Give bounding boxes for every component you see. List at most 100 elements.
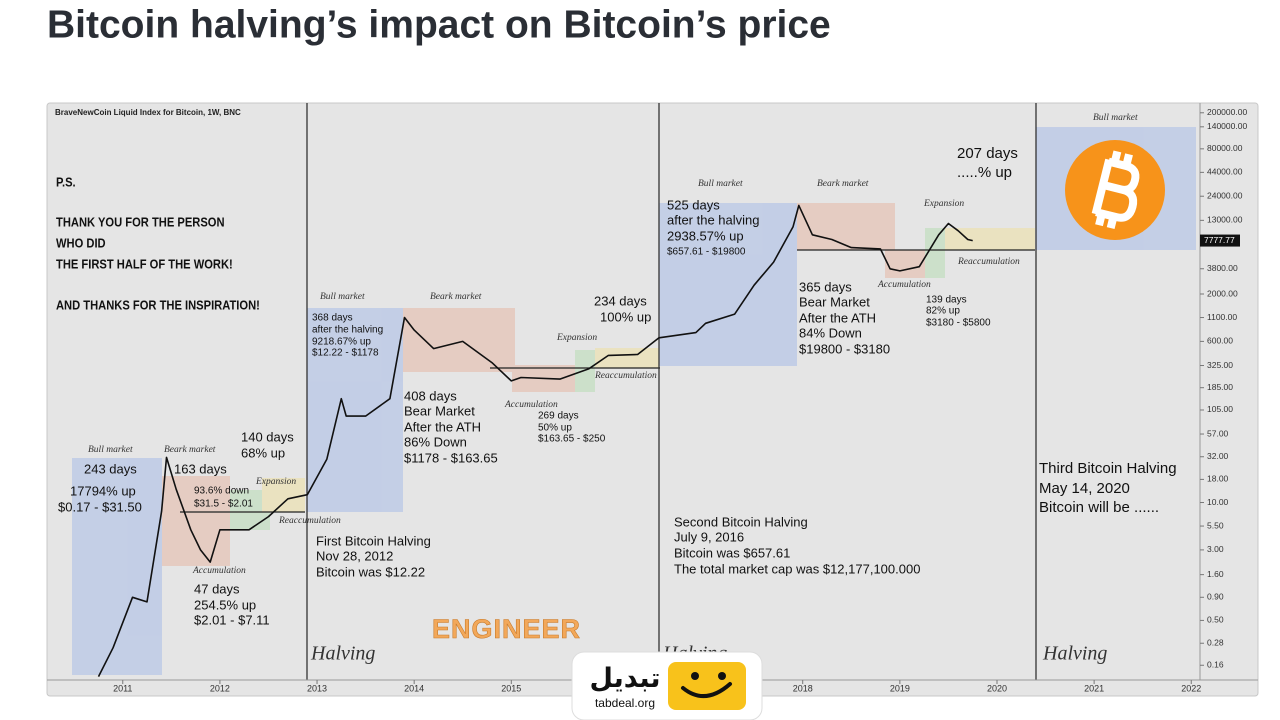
annotation: 140 days <box>241 429 294 444</box>
y-tick-label: 80000.00 <box>1207 143 1243 153</box>
y-tick-label: 0.90 <box>1207 592 1224 602</box>
annotation: Bull market <box>320 292 365 302</box>
annotation: 84% Down <box>799 325 862 340</box>
x-tick-label: 2021 <box>1084 683 1104 693</box>
y-tick-label: 0.50 <box>1207 615 1224 625</box>
y-tick-label: 200000.00 <box>1207 107 1247 117</box>
annotation: $0.17 - $31.50 <box>58 499 142 514</box>
annotation: after the halving <box>667 212 760 227</box>
annotation: Bitcoin will be ...... <box>1039 499 1159 516</box>
x-tick-label: 2014 <box>404 683 424 693</box>
y-tick-label: 10.00 <box>1207 497 1229 507</box>
annotation: Third Bitcoin Halving <box>1039 460 1177 477</box>
annotation: Reaccumulation <box>594 371 657 381</box>
y-tick-label: 1.60 <box>1207 569 1224 579</box>
annotation: 86% Down <box>404 434 467 449</box>
note-line: THE FIRST HALF OF THE WORK! <box>56 257 233 272</box>
y-tick-label: 3.00 <box>1207 544 1224 554</box>
price-tag-bg <box>1200 234 1240 247</box>
annotation: May 14, 2020 <box>1039 480 1130 497</box>
brand-smile <box>681 682 732 698</box>
annotation: Expansion <box>255 477 296 487</box>
region <box>162 476 230 566</box>
page-title: Bitcoin halving’s impact on Bitcoin’s pr… <box>47 3 831 46</box>
annotation: Accumulation <box>504 400 558 410</box>
y-tick-label: 2000.00 <box>1207 288 1238 298</box>
y-tick-label: 140000.00 <box>1207 121 1247 131</box>
halving-lines <box>306 103 1037 680</box>
annotation: July 9, 2016 <box>674 529 744 544</box>
annotation: 47 days <box>194 581 240 596</box>
annotation: Beark market <box>817 179 869 189</box>
logo-glyph <box>1091 150 1140 230</box>
note-line: P.S. <box>56 175 76 190</box>
annotation: after the halving <box>312 325 383 336</box>
reaccumulation-lines <box>180 249 1035 513</box>
annotation: $31.5 - $2.01 <box>194 499 253 510</box>
region <box>403 308 515 372</box>
region <box>262 478 305 512</box>
annotation: $1178 - $163.65 <box>404 450 498 465</box>
region <box>659 203 797 366</box>
annotation: 93.6% down <box>194 486 249 497</box>
annotation: $12.22 - $1178 <box>312 348 379 359</box>
brand-icon <box>668 662 746 710</box>
annotation: 269 days <box>538 411 579 422</box>
annotation: Bitcoin was $657.61 <box>674 545 790 560</box>
annotation: Bear Market <box>799 294 870 309</box>
price-tag: 7777.77 <box>1204 235 1235 245</box>
annotation: 408 days <box>404 388 457 403</box>
y-tick-label: 0.28 <box>1207 637 1224 647</box>
x-tick-label: 2011 <box>113 683 132 693</box>
note-line: THANK YOU FOR THE PERSON <box>56 215 225 230</box>
annotation: Expansion <box>923 199 964 209</box>
annotation: Beark market <box>164 445 216 455</box>
chart: BraveNewCoin Liquid Index for Bitcoin, 1… <box>46 102 1259 697</box>
annotation: $3180 - $5800 <box>926 318 991 329</box>
annotation: Nov 28, 2012 <box>316 548 393 563</box>
annotation: 525 days <box>667 197 720 212</box>
annotation: Halving <box>1042 643 1107 665</box>
y-tick-label: 3800.00 <box>1207 263 1238 273</box>
region <box>925 228 945 278</box>
y-tick-label: 18.00 <box>1207 474 1229 484</box>
y-tick-label: 105.00 <box>1207 404 1233 414</box>
annotation: 100% up <box>600 309 651 324</box>
note-line: WHO DID <box>56 236 106 251</box>
x-tick-label: 2013 <box>307 683 327 693</box>
engineer-watermark: ENGINEER <box>432 614 581 645</box>
brand-badge: تبدیل tabdeal.org <box>571 651 763 720</box>
brand-eye <box>718 672 726 680</box>
y-tick-label: 32.00 <box>1207 451 1229 461</box>
annotation: Accumulation <box>877 280 931 290</box>
chart-source: BraveNewCoin Liquid Index for Bitcoin, 1… <box>55 108 241 117</box>
brand-site: tabdeal.org <box>595 696 655 710</box>
y-tick-label: 325.00 <box>1207 360 1233 370</box>
annotation: 50% up <box>538 423 572 434</box>
note-line: AND THANKS FOR THE INSPIRATION! <box>56 298 260 313</box>
y-tick-label: 5.50 <box>1207 520 1224 530</box>
annotation: After the ATH <box>799 310 876 325</box>
annotation: 139 days <box>926 295 967 306</box>
annotation: The total market cap was $12,177,100.000 <box>674 561 920 576</box>
x-tick-label: 2012 <box>210 683 230 693</box>
region <box>595 348 659 368</box>
annotation: 17794% up <box>70 483 136 498</box>
y-tick-label: 0.16 <box>1207 660 1224 670</box>
engineer-text: ENGINEER <box>432 614 581 644</box>
annotation: Accumulation <box>192 566 246 576</box>
annotation: Beark market <box>430 292 482 302</box>
price-line <box>97 204 973 677</box>
x-tick-label: 2018 <box>793 683 813 693</box>
annotation: Bitcoin was $12.22 <box>316 564 425 579</box>
x-tick-label: 2022 <box>1181 683 1201 693</box>
y-tick-label: 185.00 <box>1207 382 1233 392</box>
annotation: 234 days <box>594 293 647 308</box>
y-tick-label: 600.00 <box>1207 336 1233 346</box>
annotation: After the ATH <box>404 419 481 434</box>
annotation: Halving <box>310 643 375 665</box>
annotation: $163.65 - $250 <box>538 434 606 445</box>
x-tick-label: 2020 <box>987 683 1007 693</box>
annotation: 365 days <box>799 279 852 294</box>
